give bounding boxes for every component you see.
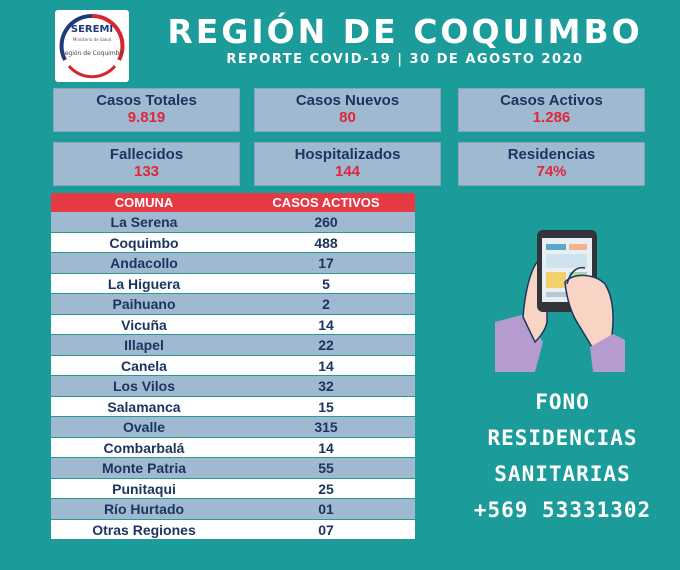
logo-region: Región de Coquimbo (60, 50, 124, 57)
stat-casos-totales: Casos Totales 9.819 (53, 88, 240, 132)
cell-comuna: Combarbalá (103, 439, 185, 456)
table-row: Río Hurtado 01 (51, 499, 415, 520)
logo-ring-icon (59, 13, 125, 79)
cell-comuna: La Higuera (107, 275, 181, 292)
table-row: Illapel 22 (51, 335, 415, 356)
table-row: Paihuano 2 (51, 294, 415, 315)
table-row: Coquimbo 488 (51, 232, 415, 253)
stat-casos-nuevos: Casos Nuevos 80 (254, 88, 441, 132)
cell-casos: 15 (318, 398, 334, 415)
cell-casos: 315 (314, 419, 338, 435)
table-row: La Serena 260 (51, 212, 415, 233)
cell-comuna: Ovalle (122, 419, 166, 435)
stat-value: 133 (133, 163, 160, 180)
fono-line1: FONO RESIDENCIAS (487, 390, 638, 450)
cell-comuna: Monte Patria (101, 460, 186, 476)
cell-comuna: Río Hurtado (103, 501, 185, 517)
stat-residencias: Residencias 74% (458, 142, 645, 186)
table-row: La Higuera 5 (51, 273, 415, 294)
seremi-logo: SEREMI Ministerio de Salud Región de Coq… (55, 10, 129, 82)
cell-casos: 488 (314, 234, 338, 251)
hand-holding-phone-icon (495, 222, 625, 376)
cell-casos: 22 (318, 337, 334, 353)
cell-casos: 25 (318, 480, 334, 497)
cell-casos: 2 (322, 296, 330, 312)
cell-comuna: Paihuano (112, 296, 176, 312)
cell-comuna: Canela (121, 357, 167, 374)
cell-casos: 260 (314, 214, 338, 230)
fono-line2: SANITARIAS (494, 462, 631, 486)
table-row: Vicuña 14 (51, 314, 415, 335)
table-header: COMUNA CASOS ACTIVOS (51, 193, 415, 212)
table-row: Combarbalá 14 (51, 437, 415, 458)
logo-name: SEREMI (70, 24, 114, 35)
table-row: Ovalle 315 (51, 417, 415, 438)
cell-casos: 5 (322, 275, 330, 292)
cell-comuna: Punitaqui (112, 480, 176, 497)
cell-comuna: Vicuña (121, 316, 167, 333)
stat-label: Residencias (507, 146, 596, 163)
stat-value: 144 (334, 163, 361, 180)
stat-label: Hospitalizados (294, 146, 401, 163)
cell-casos: 17 (318, 255, 334, 271)
stat-label: Casos Nuevos (295, 92, 400, 109)
fono-residencias: FONO RESIDENCIAS SANITARIAS +569 5333130… (455, 384, 670, 528)
cell-casos: 32 (318, 378, 334, 394)
cell-casos: 14 (318, 357, 334, 374)
casos-table: COMUNA CASOS ACTIVOS La Serena 260 Coquim… (51, 193, 415, 540)
table-row: Los Vilos 32 (51, 376, 415, 397)
table-row: Punitaqui 25 (51, 478, 415, 499)
cell-comuna: Andacollo (110, 255, 178, 271)
header-comuna: COMUNA (114, 195, 174, 210)
stat-casos-activos: Casos Activos 1.286 (458, 88, 645, 132)
cell-comuna: Coquimbo (109, 234, 179, 251)
header-casos: CASOS ACTIVOS (272, 195, 380, 210)
cell-casos: 14 (318, 439, 334, 456)
cell-casos: 07 (318, 521, 334, 538)
stat-value: 80 (339, 109, 356, 126)
cell-comuna: Salamanca (107, 398, 181, 415)
cell-casos: 14 (318, 316, 334, 333)
stat-hospitalizados: Hospitalizados 144 (254, 142, 441, 186)
stat-label: Casos Totales (96, 92, 197, 109)
table-row: Canela 14 (51, 355, 415, 376)
stat-fallecidos: Fallecidos 133 (53, 142, 240, 186)
page-subtitle: REPORTE COVID-19 | 30 DE AGOSTO 2020 (226, 52, 584, 67)
stat-label: Fallecidos (109, 146, 184, 163)
cell-casos: 01 (318, 501, 334, 517)
table-row: Salamanca 15 (51, 396, 415, 417)
fono-phone-number: +569 53331302 (473, 498, 652, 522)
cell-comuna: Illapel (124, 337, 164, 353)
page-title: REGIÓN DE COQUIMBO (167, 12, 643, 51)
stat-value: 9.819 (127, 109, 166, 126)
cell-casos: 55 (318, 460, 334, 476)
stat-label: Casos Activos (500, 92, 603, 109)
table-row: Otras Regiones 07 (51, 519, 415, 540)
stat-value: 1.286 (532, 109, 571, 126)
table-row: Andacollo 17 (51, 253, 415, 274)
cell-comuna: Otras Regiones (92, 521, 196, 538)
table-row: Monte Patria 55 (51, 458, 415, 479)
stat-value: 74% (536, 163, 567, 180)
cell-comuna: La Serena (110, 214, 178, 230)
logo-sub: Ministerio de Salud (72, 37, 112, 42)
cell-comuna: Los Vilos (113, 378, 175, 394)
